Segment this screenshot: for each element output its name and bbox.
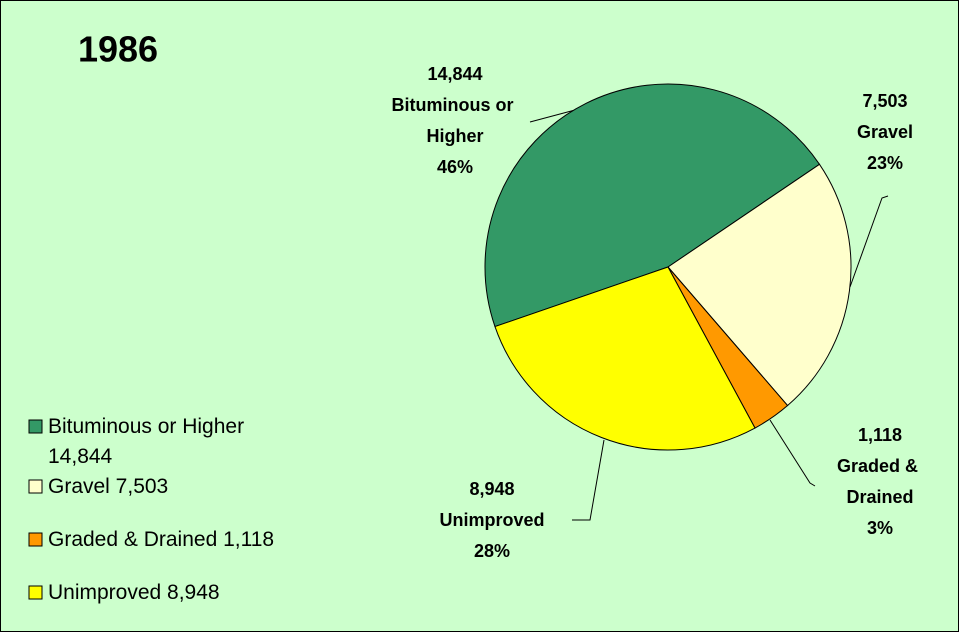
data-label-percent: 46%: [437, 157, 473, 177]
legend-label: Unimproved 8,948: [48, 581, 220, 604]
data-label-value: 8,948: [469, 479, 514, 499]
pie-slice: [484, 83, 821, 328]
leader-line: [769, 419, 816, 487]
chart-title: 1986: [78, 29, 158, 70]
legend-label: Bituminous or Higher 14,844: [48, 415, 250, 468]
data-label-category: Graded & Drained: [837, 456, 923, 507]
data-label-category: Gravel: [857, 122, 913, 142]
data-label-value: 14,844: [427, 64, 482, 84]
legend-swatch: [28, 532, 43, 547]
data-label-category: Bituminous or Higher: [392, 95, 519, 146]
pie-slice: [494, 266, 756, 451]
leader-lines: [529, 109, 889, 521]
leader-line: [572, 439, 605, 521]
pie-slice: [667, 163, 852, 407]
data-label-percent: 28%: [474, 541, 510, 561]
legend-label: Graded & Drained 1,118: [48, 528, 274, 551]
data-label-percent: 3%: [867, 518, 893, 538]
legend-label: Gravel 7,503: [48, 475, 168, 498]
data-label-value: 7,503: [862, 91, 907, 111]
legend-swatch: [28, 419, 43, 434]
data-label-percent: 23%: [867, 153, 903, 173]
leader-line: [529, 109, 576, 123]
legend-swatch: [28, 585, 43, 600]
leader-line: [849, 195, 889, 288]
data-label-value: 1,118: [858, 425, 902, 445]
legend-swatch: [28, 479, 43, 494]
data-label-category: Unimproved: [439, 510, 544, 530]
